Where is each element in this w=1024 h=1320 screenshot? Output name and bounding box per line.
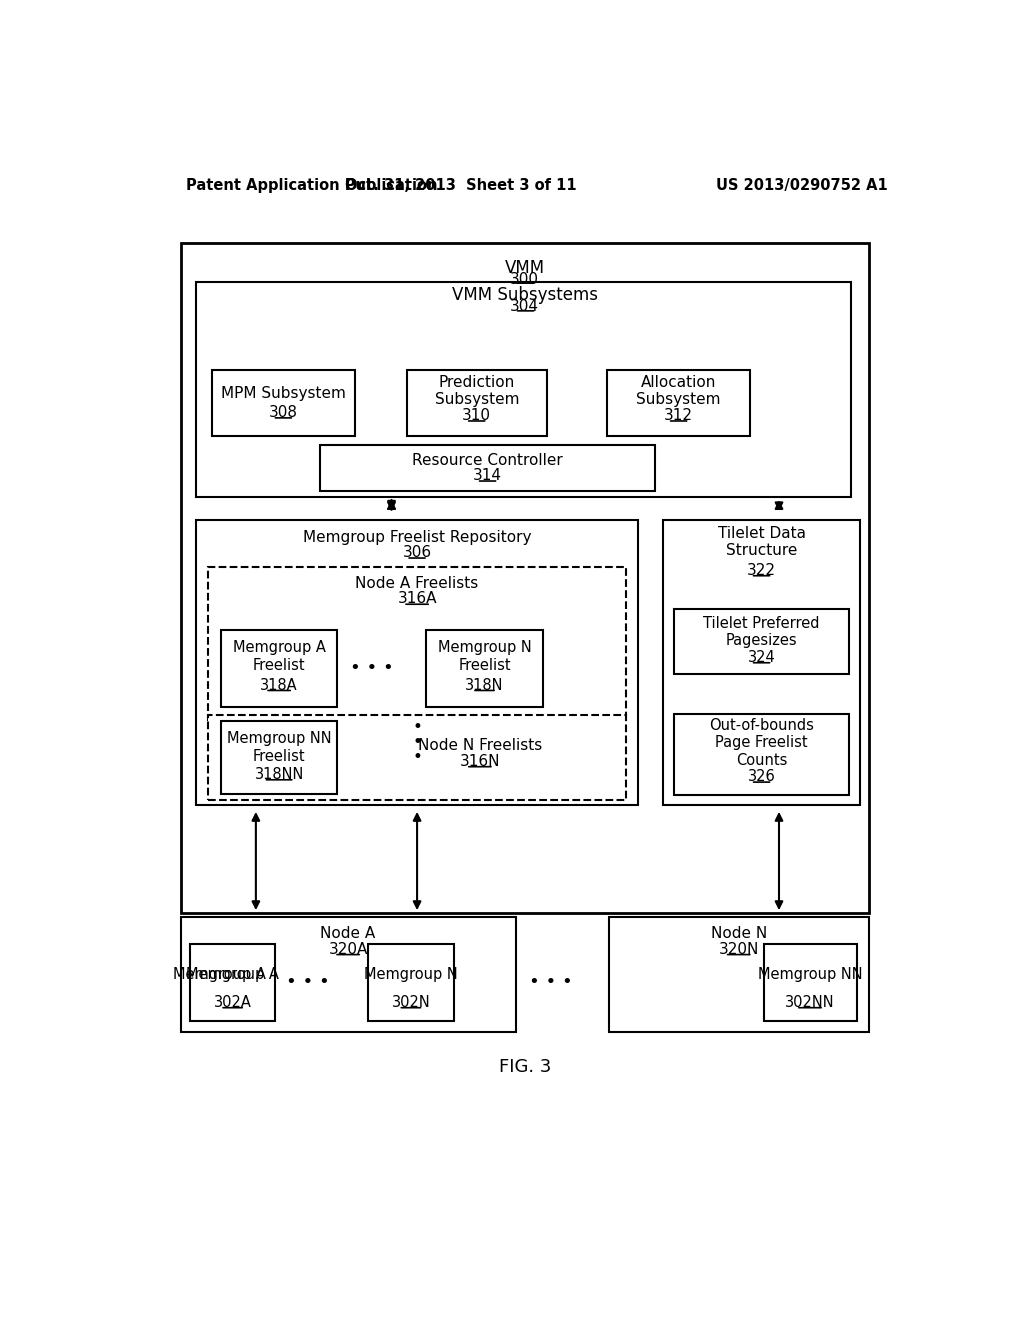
FancyBboxPatch shape: [369, 944, 454, 1020]
Text: Node N: Node N: [711, 927, 767, 941]
Text: 302N: 302N: [391, 995, 430, 1010]
Text: MPM Subsystem: MPM Subsystem: [221, 385, 346, 401]
Text: 310: 310: [462, 408, 492, 424]
Text: Tilelet Preferred
Pagesizes: Tilelet Preferred Pagesizes: [703, 615, 820, 648]
Text: 324: 324: [748, 649, 775, 665]
Text: Memgroup NN
Freelist: Memgroup NN Freelist: [226, 731, 332, 764]
FancyBboxPatch shape: [212, 370, 355, 436]
FancyBboxPatch shape: [608, 917, 869, 1032]
Text: 318NN: 318NN: [254, 767, 304, 781]
FancyBboxPatch shape: [180, 243, 869, 913]
FancyBboxPatch shape: [321, 445, 655, 491]
Text: 316A: 316A: [397, 591, 437, 606]
FancyBboxPatch shape: [197, 520, 638, 805]
FancyBboxPatch shape: [675, 609, 849, 675]
Text: 320N: 320N: [719, 941, 759, 957]
Text: Node N Freelists: Node N Freelists: [418, 738, 542, 754]
Text: Memgroup N: Memgroup N: [364, 968, 458, 982]
Text: 318N: 318N: [465, 677, 504, 693]
FancyBboxPatch shape: [221, 721, 337, 793]
Text: 306: 306: [402, 545, 432, 560]
Text: • • •: • • •: [529, 973, 573, 991]
Text: Patent Application Publication: Patent Application Publication: [186, 178, 437, 193]
FancyBboxPatch shape: [426, 630, 543, 706]
Text: Out-of-bounds
Page Freelist
Counts: Out-of-bounds Page Freelist Counts: [710, 718, 814, 768]
Text: Node A Freelists: Node A Freelists: [355, 576, 478, 591]
FancyBboxPatch shape: [221, 630, 337, 706]
Text: Memgroup N
Freelist: Memgroup N Freelist: [437, 640, 531, 673]
Text: 312: 312: [665, 408, 693, 424]
Text: Tilelet Data
Structure: Tilelet Data Structure: [718, 525, 806, 558]
Text: VMM Subsystems: VMM Subsystems: [452, 285, 598, 304]
Text: 320A: 320A: [329, 941, 368, 957]
Text: VMM: VMM: [505, 259, 545, 277]
Text: Prediction
Subsystem: Prediction Subsystem: [434, 375, 519, 407]
Text: FIG. 3: FIG. 3: [499, 1059, 551, 1076]
Text: Memgroup A: Memgroup A: [186, 968, 280, 982]
Text: 302A: 302A: [214, 995, 252, 1010]
Text: • • •: • • •: [286, 973, 330, 991]
FancyBboxPatch shape: [675, 714, 849, 795]
Text: Oct. 31, 2013  Sheet 3 of 11: Oct. 31, 2013 Sheet 3 of 11: [345, 178, 578, 193]
FancyBboxPatch shape: [208, 715, 627, 800]
Text: Allocation
Subsystem: Allocation Subsystem: [636, 375, 721, 407]
Text: 326: 326: [748, 770, 775, 784]
Text: • • •: • • •: [350, 659, 394, 677]
Text: Memgroup Freelist Repository: Memgroup Freelist Repository: [303, 529, 531, 545]
FancyBboxPatch shape: [180, 917, 515, 1032]
FancyBboxPatch shape: [663, 520, 860, 805]
Text: 308: 308: [269, 405, 298, 420]
FancyBboxPatch shape: [208, 566, 627, 721]
Text: 322: 322: [748, 562, 776, 578]
FancyBboxPatch shape: [190, 944, 275, 1020]
Text: Memgroup A: Memgroup A: [173, 968, 266, 982]
Text: 302NN: 302NN: [785, 995, 835, 1010]
Text: 304: 304: [510, 298, 540, 314]
Text: 318A: 318A: [260, 677, 298, 693]
Text: 300: 300: [510, 272, 540, 286]
FancyBboxPatch shape: [764, 944, 856, 1020]
Text: Node A: Node A: [321, 927, 376, 941]
Text: 314: 314: [473, 469, 502, 483]
Text: Resource Controller: Resource Controller: [413, 453, 563, 467]
Text: US 2013/0290752 A1: US 2013/0290752 A1: [717, 178, 888, 193]
FancyBboxPatch shape: [197, 281, 851, 498]
FancyBboxPatch shape: [407, 370, 547, 436]
Text: Memgroup NN: Memgroup NN: [758, 968, 862, 982]
FancyBboxPatch shape: [607, 370, 751, 436]
Text: 316N: 316N: [460, 754, 500, 768]
Text: •
•
•: • • •: [412, 718, 422, 766]
Text: Memgroup A
Freelist: Memgroup A Freelist: [232, 640, 326, 673]
